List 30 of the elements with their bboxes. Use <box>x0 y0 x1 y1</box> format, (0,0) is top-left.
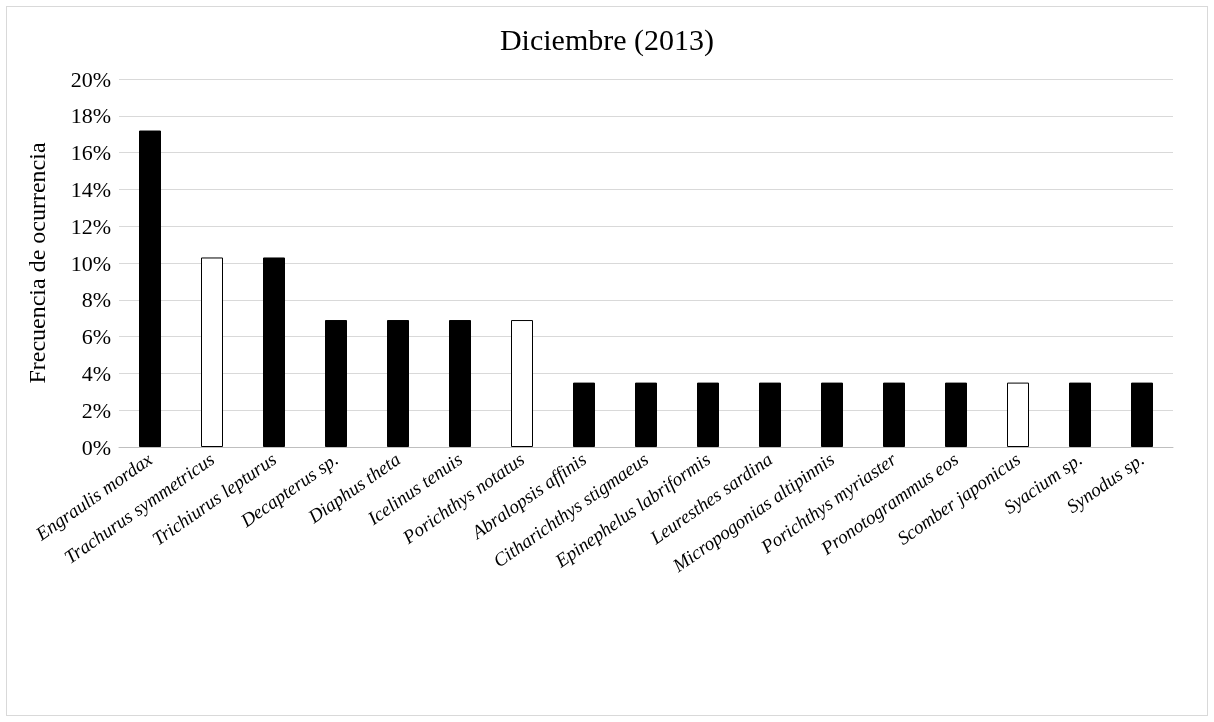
bar <box>387 320 409 447</box>
bar <box>201 257 223 447</box>
bar <box>325 320 347 447</box>
bar <box>697 382 719 447</box>
y-tick-label: 12% <box>70 213 111 239</box>
y-axis-title: Frecuencia de ocurrencia <box>24 142 50 384</box>
bar <box>449 320 471 447</box>
y-tick-label: 14% <box>70 176 111 202</box>
bar <box>759 382 781 447</box>
y-tick-label: 18% <box>70 103 111 129</box>
y-tick-label: 4% <box>81 360 111 386</box>
y-tick-label: 0% <box>81 434 111 460</box>
bar <box>821 382 843 447</box>
y-tick-label: 6% <box>81 324 111 350</box>
y-tick-label: 16% <box>70 140 111 166</box>
y-tick-label: 20% <box>70 66 111 92</box>
bar <box>635 382 657 447</box>
bar <box>1007 382 1029 447</box>
bar <box>945 382 967 447</box>
bar <box>263 257 285 447</box>
y-tick-label: 2% <box>81 397 111 423</box>
bar <box>883 382 905 447</box>
bar <box>139 130 161 447</box>
bar <box>511 320 533 447</box>
y-tick-label: 10% <box>70 250 111 276</box>
chart-title: Diciembre (2013) <box>499 22 715 57</box>
bar <box>1069 382 1091 447</box>
y-tick-label: 8% <box>81 287 111 313</box>
bar <box>573 382 595 447</box>
bar <box>1131 382 1153 447</box>
